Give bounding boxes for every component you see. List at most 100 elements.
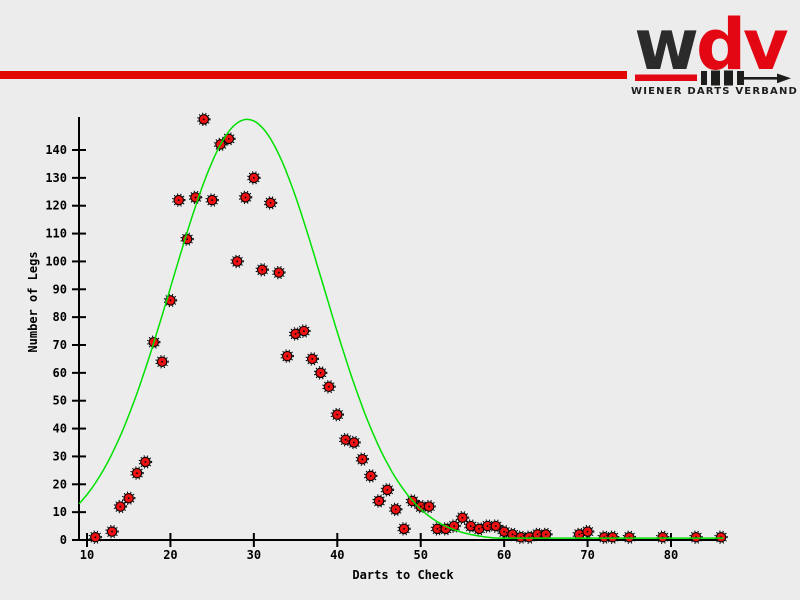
data-point-spikes: [322, 380, 336, 394]
y-tick-label: 30: [53, 449, 67, 463]
data-point-spikes: [105, 524, 119, 539]
data-point-center: [286, 355, 289, 358]
data-point-center: [386, 488, 389, 491]
dart-icon: [635, 70, 791, 86]
data-point-spikes: [372, 494, 386, 508]
data-point-center: [252, 176, 255, 179]
data-point: [363, 469, 378, 483]
data-point: [155, 354, 169, 369]
data-point: [388, 502, 403, 517]
data-point: [447, 519, 461, 533]
x-tick-label: 10: [80, 548, 94, 562]
x-tick-label: 70: [580, 548, 594, 562]
data-point-spikes: [405, 494, 420, 508]
data-point: [580, 524, 595, 539]
data-point-center: [161, 360, 163, 363]
data-point-center: [261, 268, 264, 271]
data-point-center: [303, 330, 305, 332]
data-point: [380, 483, 395, 497]
data-point: [247, 171, 261, 185]
logo-wordmark: wdv: [630, 10, 790, 80]
data-point-spikes: [280, 349, 294, 363]
data-point-spikes: [247, 171, 261, 185]
data-point-center: [419, 505, 422, 508]
data-point-center: [461, 516, 464, 519]
y-tick-label: 130: [45, 171, 67, 185]
data-point-center: [344, 438, 347, 441]
data-point: [313, 366, 328, 380]
logo-letters-dv: dv: [695, 4, 789, 86]
data-point: [88, 530, 103, 544]
data-point-center: [503, 530, 506, 533]
data-point-spikes: [121, 491, 136, 505]
x-axis-title: Darts to Check: [352, 568, 454, 582]
data-point-center: [211, 199, 214, 202]
y-tick-label: 20: [53, 477, 67, 491]
data-point: [714, 530, 728, 544]
x-tick-label: 50: [413, 548, 427, 562]
y-tick-label: 120: [45, 199, 67, 213]
x-tick-label: 40: [330, 548, 344, 562]
data-point-spikes: [297, 324, 311, 338]
data-point-spikes: [447, 519, 461, 533]
data-point-center: [244, 196, 247, 199]
logo-letter-w: w: [634, 4, 699, 86]
data-point: [397, 522, 411, 536]
data-point-spikes: [222, 132, 236, 146]
data-point-spikes: [489, 519, 503, 533]
data-point-center: [169, 299, 172, 302]
data-point-center: [94, 536, 97, 539]
data-point: [655, 530, 670, 544]
data-point: [347, 435, 361, 450]
y-tick-label: 80: [53, 310, 67, 324]
data-point-center: [578, 533, 581, 536]
data-point-center: [353, 441, 355, 444]
data-point: [539, 527, 553, 542]
data-point-spikes: [689, 530, 703, 544]
data-point: [330, 407, 345, 422]
data-point-center: [119, 505, 122, 508]
data-point-center: [394, 508, 397, 511]
y-tick-label: 140: [45, 143, 67, 157]
data-point-spikes: [180, 232, 194, 246]
data-point-center: [478, 527, 481, 530]
data-point-center: [144, 461, 147, 463]
x-tick-label: 60: [497, 548, 511, 562]
data-point: [605, 530, 620, 544]
data-point: [172, 193, 186, 207]
data-point: [272, 265, 286, 280]
data-point-spikes: [580, 524, 595, 539]
data-point: [121, 491, 136, 505]
data-point-spikes: [388, 502, 403, 517]
data-point: [489, 519, 503, 533]
data-point: [197, 112, 211, 127]
data-point-center: [328, 385, 330, 388]
data-point-center: [369, 475, 372, 477]
y-tick-label: 70: [53, 338, 67, 352]
data-point-center: [186, 238, 189, 241]
data-point: [297, 324, 311, 338]
data-point-spikes: [172, 193, 186, 207]
data-point-center: [378, 500, 380, 502]
data-point-center: [586, 530, 589, 533]
y-tick-label: 0: [60, 533, 67, 547]
data-point-center: [544, 533, 547, 536]
data-point-center: [486, 525, 489, 527]
data-point: [280, 349, 294, 363]
data-point-center: [428, 505, 430, 508]
data-point-spikes: [622, 530, 637, 544]
data-point-spikes: [605, 530, 620, 544]
logo-tagline: WIENER DARTS VERBAND: [631, 86, 799, 97]
y-tick-label: 40: [53, 422, 67, 436]
data-point-spikes: [88, 530, 103, 544]
data-point: [455, 510, 470, 525]
data-point-center: [294, 332, 297, 335]
data-point: [205, 193, 219, 207]
data-point: [255, 263, 269, 277]
data-point-spikes: [146, 335, 161, 349]
data-point: [138, 455, 153, 469]
data-point-center: [444, 527, 447, 530]
data-point-center: [469, 525, 472, 527]
data-point-spikes: [347, 435, 361, 450]
